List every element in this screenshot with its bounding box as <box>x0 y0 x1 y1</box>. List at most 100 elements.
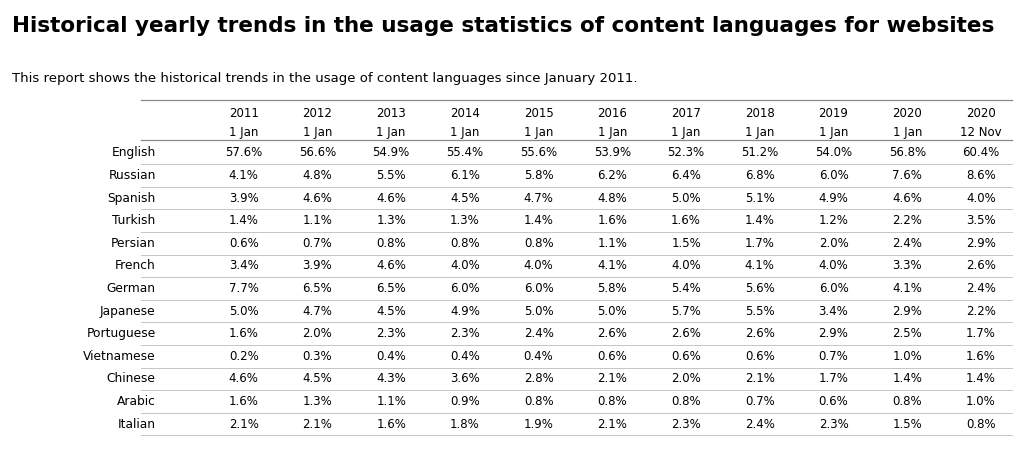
Text: 2.3%: 2.3% <box>818 418 849 431</box>
Text: 2.9%: 2.9% <box>966 237 996 250</box>
Text: 1.6%: 1.6% <box>228 395 259 408</box>
Text: 2.0%: 2.0% <box>818 237 849 250</box>
Text: 3.4%: 3.4% <box>228 260 259 272</box>
Text: 5.0%: 5.0% <box>229 305 258 317</box>
Text: 6.1%: 6.1% <box>450 169 480 182</box>
Text: 1.0%: 1.0% <box>892 350 923 363</box>
Text: 1.0%: 1.0% <box>966 395 996 408</box>
Text: 5.0%: 5.0% <box>598 305 627 317</box>
Text: 2.6%: 2.6% <box>597 327 628 340</box>
Text: 8.6%: 8.6% <box>966 169 996 182</box>
Text: 1.6%: 1.6% <box>228 327 259 340</box>
Text: 1.6%: 1.6% <box>966 350 996 363</box>
Text: 1.7%: 1.7% <box>966 327 996 340</box>
Text: 5.5%: 5.5% <box>377 169 406 182</box>
Text: 3.4%: 3.4% <box>818 305 849 317</box>
Text: 6.0%: 6.0% <box>818 169 849 182</box>
Text: French: French <box>115 260 156 272</box>
Text: Historical yearly trends in the usage statistics of content languages for websit: Historical yearly trends in the usage st… <box>12 16 994 36</box>
Text: 1.1%: 1.1% <box>597 237 628 250</box>
Text: 51.2%: 51.2% <box>741 146 778 159</box>
Text: 1 Jan: 1 Jan <box>672 126 700 139</box>
Text: 0.8%: 0.8% <box>524 237 553 250</box>
Text: 2.6%: 2.6% <box>671 327 701 340</box>
Text: 1.4%: 1.4% <box>892 372 923 385</box>
Text: 0.7%: 0.7% <box>302 237 333 250</box>
Text: 2017: 2017 <box>671 107 701 120</box>
Text: 1 Jan: 1 Jan <box>745 126 774 139</box>
Text: 1 Jan: 1 Jan <box>377 126 406 139</box>
Text: 1.4%: 1.4% <box>228 214 259 227</box>
Text: Italian: Italian <box>118 418 156 431</box>
Text: 1 Jan: 1 Jan <box>303 126 332 139</box>
Text: 2011: 2011 <box>228 107 259 120</box>
Text: 7.6%: 7.6% <box>892 169 923 182</box>
Text: Russian: Russian <box>109 169 156 182</box>
Text: Japanese: Japanese <box>100 305 156 317</box>
Text: 0.7%: 0.7% <box>818 350 849 363</box>
Text: 54.9%: 54.9% <box>373 146 410 159</box>
Text: 0.4%: 0.4% <box>523 350 554 363</box>
Text: 0.9%: 0.9% <box>450 395 480 408</box>
Text: 4.9%: 4.9% <box>818 192 849 205</box>
Text: 4.1%: 4.1% <box>597 260 628 272</box>
Text: 4.0%: 4.0% <box>671 260 701 272</box>
Text: 1.5%: 1.5% <box>671 237 701 250</box>
Text: 0.8%: 0.8% <box>377 237 406 250</box>
Text: 2.4%: 2.4% <box>892 237 923 250</box>
Text: 4.1%: 4.1% <box>744 260 775 272</box>
Text: 1.4%: 1.4% <box>523 214 554 227</box>
Text: 1.6%: 1.6% <box>597 214 628 227</box>
Text: 6.5%: 6.5% <box>302 282 333 295</box>
Text: 6.0%: 6.0% <box>818 282 849 295</box>
Text: 4.0%: 4.0% <box>966 192 996 205</box>
Text: 4.5%: 4.5% <box>450 192 480 205</box>
Text: 2.4%: 2.4% <box>966 282 996 295</box>
Text: 1.3%: 1.3% <box>376 214 407 227</box>
Text: 2020: 2020 <box>892 107 923 120</box>
Text: 2016: 2016 <box>597 107 628 120</box>
Text: 0.6%: 0.6% <box>597 350 628 363</box>
Text: 2.5%: 2.5% <box>892 327 923 340</box>
Text: 56.6%: 56.6% <box>299 146 336 159</box>
Text: English: English <box>112 146 156 159</box>
Text: 4.6%: 4.6% <box>302 192 333 205</box>
Text: 2.3%: 2.3% <box>450 327 480 340</box>
Text: 0.4%: 0.4% <box>376 350 407 363</box>
Text: 3.3%: 3.3% <box>893 260 922 272</box>
Text: 3.9%: 3.9% <box>228 192 259 205</box>
Text: 1 Jan: 1 Jan <box>598 126 627 139</box>
Text: 2.0%: 2.0% <box>671 372 701 385</box>
Text: 1.3%: 1.3% <box>450 214 480 227</box>
Text: 5.0%: 5.0% <box>672 192 700 205</box>
Text: 6.0%: 6.0% <box>450 282 480 295</box>
Text: Spanish: Spanish <box>108 192 156 205</box>
Text: 1.1%: 1.1% <box>302 214 333 227</box>
Text: 4.8%: 4.8% <box>302 169 333 182</box>
Text: 1 Jan: 1 Jan <box>893 126 922 139</box>
Text: Arabic: Arabic <box>117 395 156 408</box>
Text: Chinese: Chinese <box>106 372 156 385</box>
Text: 2012: 2012 <box>302 107 333 120</box>
Text: 1.1%: 1.1% <box>376 395 407 408</box>
Text: 5.6%: 5.6% <box>744 282 775 295</box>
Text: 2.4%: 2.4% <box>744 418 775 431</box>
Text: 1.2%: 1.2% <box>818 214 849 227</box>
Text: Vietnamese: Vietnamese <box>83 350 156 363</box>
Text: 0.6%: 0.6% <box>228 237 259 250</box>
Text: 57.6%: 57.6% <box>225 146 262 159</box>
Text: German: German <box>106 282 156 295</box>
Text: 7.7%: 7.7% <box>228 282 259 295</box>
Text: 4.6%: 4.6% <box>376 260 407 272</box>
Text: 4.5%: 4.5% <box>302 372 333 385</box>
Text: 2019: 2019 <box>818 107 849 120</box>
Text: 4.5%: 4.5% <box>376 305 407 317</box>
Text: 5.5%: 5.5% <box>745 305 774 317</box>
Text: 2.3%: 2.3% <box>671 418 701 431</box>
Text: 3.9%: 3.9% <box>302 260 333 272</box>
Text: 5.0%: 5.0% <box>524 305 553 317</box>
Text: 1.4%: 1.4% <box>744 214 775 227</box>
Text: 4.6%: 4.6% <box>376 192 407 205</box>
Text: 2.6%: 2.6% <box>966 260 996 272</box>
Text: 2020: 2020 <box>966 107 996 120</box>
